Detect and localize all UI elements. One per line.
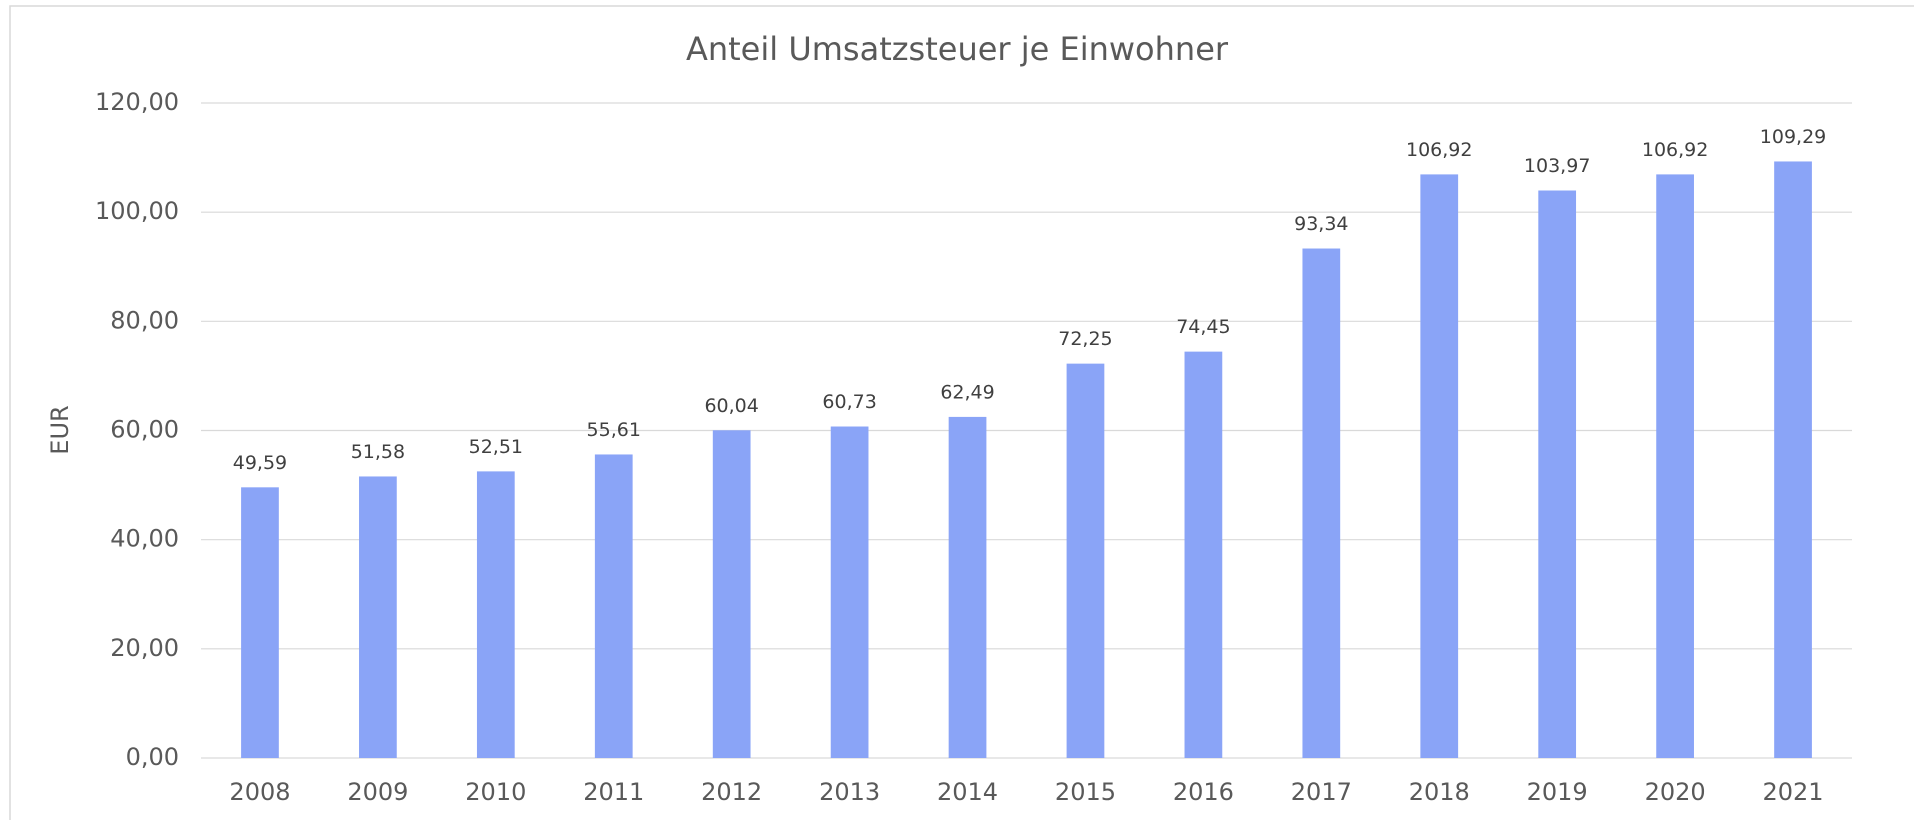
x-tick-label: 2015 [1055, 778, 1116, 806]
x-tick-label: 2016 [1173, 778, 1234, 806]
data-label: 60,73 [822, 391, 876, 413]
x-tick-label: 2019 [1527, 778, 1588, 806]
x-tick-label: 2021 [1762, 778, 1823, 806]
data-label: 109,29 [1760, 126, 1826, 148]
x-tick-label: 2014 [937, 778, 998, 806]
x-tick-label: 2011 [583, 778, 644, 806]
data-label: 72,25 [1058, 328, 1112, 350]
bar [830, 426, 869, 758]
bar [1774, 161, 1812, 759]
y-tick-label: 120,00 [95, 88, 179, 116]
bar [948, 416, 987, 758]
data-label: 103,97 [1524, 155, 1590, 177]
bar [1420, 174, 1459, 758]
data-label: 60,04 [704, 395, 758, 417]
x-tick-label: 2018 [1409, 778, 1470, 806]
y-tick-label: 80,00 [110, 306, 179, 334]
y-axis-label: EUR [46, 405, 74, 454]
data-label: 106,92 [1406, 139, 1472, 161]
bar [1538, 190, 1577, 759]
bar [1184, 351, 1223, 758]
data-label: 55,61 [587, 419, 641, 441]
bar [359, 476, 397, 758]
y-tick-label: 40,00 [110, 525, 179, 553]
y-tick-label: 100,00 [95, 197, 179, 225]
bar [1066, 363, 1105, 758]
bar [241, 487, 279, 758]
x-tick-label: 2009 [347, 778, 408, 806]
y-tick-label: 20,00 [110, 634, 179, 662]
bar [1302, 248, 1341, 758]
data-label: 93,34 [1294, 213, 1348, 235]
bar [476, 471, 515, 758]
y-tick-label: 60,00 [110, 416, 179, 444]
chart-title: Anteil Umsatzsteuer je Einwohner [686, 30, 1229, 68]
data-label: 52,51 [469, 436, 523, 458]
data-label: 106,92 [1642, 139, 1708, 161]
x-tick-label: 2008 [229, 778, 290, 806]
x-tick-label: 2013 [819, 778, 880, 806]
data-label: 74,45 [1176, 316, 1230, 338]
x-tick-label: 2010 [465, 778, 526, 806]
y-tick-label: 0,00 [126, 743, 179, 771]
x-tick-label: 2017 [1291, 778, 1352, 806]
x-tick-label: 2012 [701, 778, 762, 806]
data-label: 62,49 [940, 381, 994, 403]
bar [712, 430, 751, 758]
x-tick-label: 2020 [1645, 778, 1706, 806]
bar [1656, 174, 1694, 758]
data-label: 49,59 [233, 452, 287, 474]
bar [594, 454, 633, 758]
data-label: 51,58 [351, 441, 405, 463]
